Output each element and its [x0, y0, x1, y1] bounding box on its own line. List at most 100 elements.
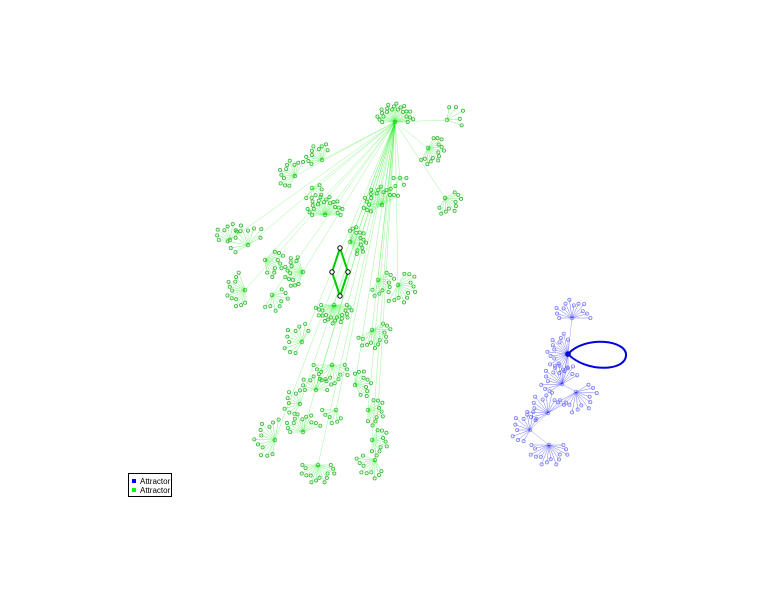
state-node	[225, 293, 230, 298]
state-node	[359, 470, 364, 475]
edge	[318, 304, 335, 316]
state-node	[368, 340, 373, 345]
state-node	[534, 416, 539, 421]
state-node	[356, 335, 361, 340]
edge	[397, 274, 410, 286]
state-node	[360, 336, 365, 341]
state-node	[297, 324, 302, 329]
edge	[371, 329, 391, 331]
state-node	[406, 290, 411, 295]
edge	[367, 409, 376, 422]
state-node	[564, 447, 569, 452]
state-node	[287, 339, 292, 344]
edge	[535, 396, 549, 414]
edge	[235, 244, 249, 253]
state-node	[285, 268, 290, 273]
edge	[530, 444, 550, 455]
edge	[297, 414, 304, 433]
state-node	[392, 276, 397, 281]
edge	[394, 103, 397, 123]
attractor-2-state	[337, 245, 343, 251]
edge	[446, 107, 457, 121]
tree-edge	[394, 121, 446, 199]
edge	[575, 391, 590, 397]
edge	[302, 425, 321, 433]
hub-node	[545, 410, 551, 416]
state-node	[365, 377, 370, 382]
state-node	[276, 250, 281, 255]
tree-edge	[317, 121, 396, 466]
state-node	[325, 471, 330, 476]
state-node	[377, 406, 382, 411]
edge	[301, 464, 319, 474]
edge	[517, 429, 531, 441]
state-node	[579, 403, 584, 408]
state-node	[324, 379, 329, 384]
edge	[427, 147, 444, 151]
state-node	[419, 157, 424, 162]
state-node	[365, 419, 370, 424]
edge	[247, 228, 255, 246]
state-node	[558, 335, 563, 340]
edge	[331, 364, 339, 380]
state-node	[567, 297, 572, 302]
state-node	[226, 279, 231, 284]
state-node	[377, 117, 382, 122]
state-node	[374, 415, 379, 420]
tree-edge	[561, 383, 577, 393]
edge	[217, 229, 231, 241]
tree-edge	[324, 121, 396, 216]
edge	[349, 233, 364, 243]
state-node	[256, 442, 261, 447]
state-node	[388, 193, 393, 198]
state-node	[329, 315, 334, 320]
edge	[371, 329, 376, 349]
hub-node	[297, 401, 303, 407]
state-node	[381, 114, 386, 119]
state-node	[510, 434, 515, 439]
state-node	[388, 327, 393, 332]
state-node	[313, 305, 318, 310]
state-node	[215, 227, 220, 232]
edge	[381, 113, 396, 123]
edge	[303, 379, 317, 391]
state-node	[265, 453, 270, 458]
state-node	[368, 381, 373, 386]
edge	[271, 294, 276, 311]
state-node	[288, 350, 293, 355]
state-node	[270, 274, 275, 279]
edge	[328, 304, 335, 320]
edge	[561, 375, 578, 385]
edge	[515, 424, 531, 431]
edge	[324, 207, 339, 216]
edge	[231, 289, 246, 299]
state-node	[324, 475, 329, 480]
state-node	[395, 193, 400, 198]
state-node	[285, 328, 290, 333]
edge	[527, 411, 549, 414]
edge	[556, 307, 573, 319]
state-node	[422, 156, 427, 161]
state-node	[446, 206, 451, 211]
tree-edge	[529, 429, 550, 446]
state-node	[265, 270, 270, 275]
hub-node	[300, 429, 306, 435]
edge	[333, 304, 343, 319]
state-node	[319, 378, 324, 383]
edge	[554, 367, 563, 385]
edge	[560, 337, 569, 355]
hub-node	[379, 202, 385, 208]
edge	[306, 156, 323, 161]
state-node	[300, 417, 305, 422]
state-node	[361, 369, 366, 374]
tree-edge	[264, 121, 396, 261]
edge	[540, 444, 550, 457]
edge	[317, 464, 334, 469]
state-node	[270, 452, 275, 457]
state-node	[324, 197, 329, 202]
state-node	[584, 311, 589, 316]
state-node	[402, 271, 407, 276]
edge	[575, 391, 597, 394]
state-node	[566, 337, 571, 342]
